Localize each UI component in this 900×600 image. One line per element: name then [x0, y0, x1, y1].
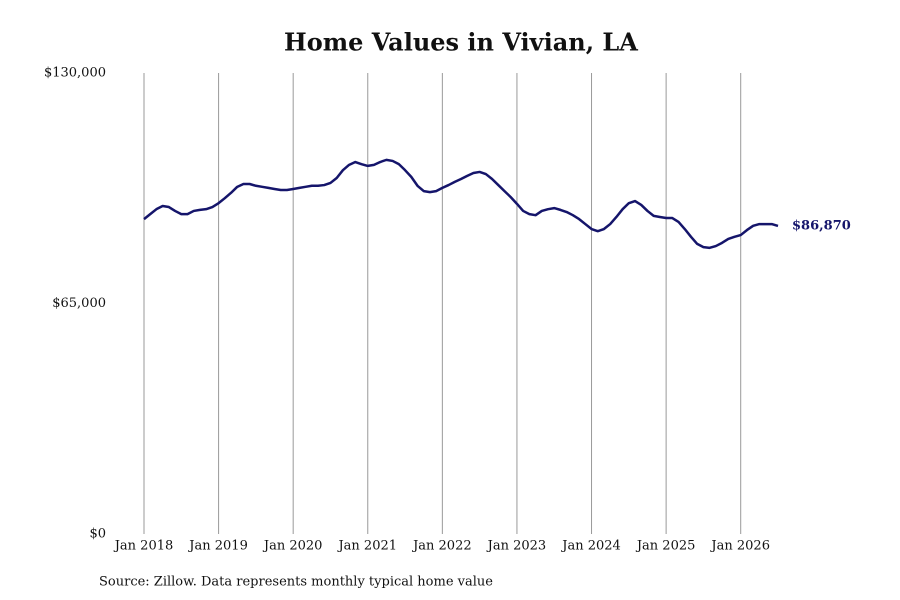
chart-title: Home Values in Vivian, LA — [284, 28, 638, 57]
x-tick-label: Jan 2025 — [635, 539, 696, 554]
y-tick-label: $0 — [89, 527, 106, 542]
value-label: $86,870 — [792, 218, 851, 233]
x-tick-label: Jan 2021 — [336, 539, 397, 554]
line-series — [143, 158, 779, 250]
x-tick-label: Jan 2026 — [709, 539, 770, 554]
x-tick-label: Jan 2024 — [560, 539, 621, 554]
x-tick-label: Jan 2020 — [262, 539, 323, 554]
x-tick-label: Jan 2022 — [411, 539, 472, 554]
x-tick-label: Jan 2019 — [187, 539, 248, 554]
y-tick-label: $65,000 — [52, 296, 106, 311]
source-note: Source: Zillow. Data represents monthly … — [99, 575, 493, 590]
y-tick-label: $130,000 — [44, 66, 106, 81]
x-tick-label: Jan 2023 — [486, 539, 547, 554]
x-tick-label: Jan 2018 — [113, 539, 174, 554]
